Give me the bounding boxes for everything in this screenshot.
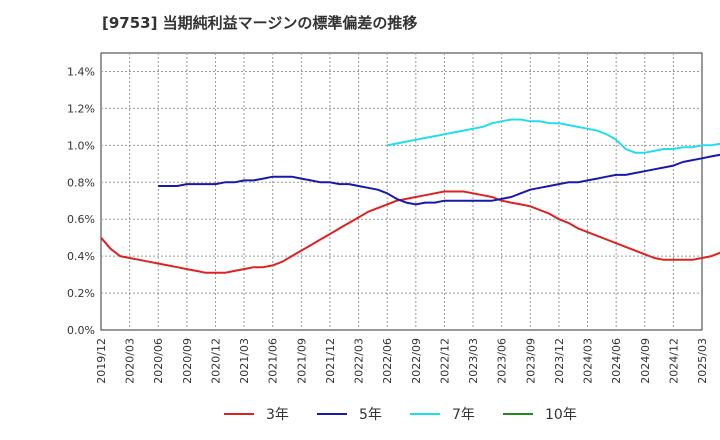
x-tick-label: 2020/03 [124,338,137,384]
legend-label-1: 5年 [359,407,382,423]
x-tick-label: 2020/12 [209,338,222,384]
x-tick-label: 2023/03 [467,338,480,384]
series-line-0 [100,190,720,274]
x-tick-label: 2019/12 [95,338,108,384]
y-tick-label: 0.6% [67,213,95,226]
legend-label-0: 3年 [266,407,289,423]
x-tick-label: 2020/06 [152,338,165,384]
series-line-1 [158,153,720,206]
x-tick-label: 2021/03 [238,338,251,384]
y-tick-label: 0.4% [67,250,95,263]
y-tick-label: 0.8% [67,176,95,189]
series-line-2 [387,118,720,154]
x-tick-label: 2024/09 [639,338,652,384]
x-tick-label: 2023/09 [524,338,537,384]
x-tick-label: 2022/09 [410,338,423,384]
x-tick-label: 2023/06 [496,338,509,384]
x-tick-label: 2025/03 [696,338,709,384]
x-tick-label: 2022/03 [353,338,366,384]
x-tick-label: 2021/12 [324,338,337,384]
y-tick-label: 1.0% [67,139,95,152]
x-tick-label: 2021/06 [267,338,280,384]
legend-label-2: 7年 [452,407,475,423]
x-tick-label: 2021/09 [295,338,308,384]
x-tick-label: 2022/12 [438,338,451,384]
y-tick-label: 1.4% [67,65,95,78]
x-tick-label: 2020/09 [181,338,194,384]
x-tick-label: 2024/03 [582,338,595,384]
x-tick-label: 2023/12 [553,338,566,384]
y-tick-label: 0.2% [67,287,95,300]
y-tick-label: 1.2% [67,102,95,115]
chart-title: [9753] 当期純利益マージンの標準偏差の推移 [102,14,418,32]
x-tick-label: 2022/06 [381,338,394,384]
x-tick-label: 2024/06 [610,338,623,384]
plot-area [100,52,703,331]
x-tick-label: 2024/12 [667,338,680,384]
y-tick-label: 0.0% [67,324,95,337]
legend-label-3: 10年 [545,407,577,423]
